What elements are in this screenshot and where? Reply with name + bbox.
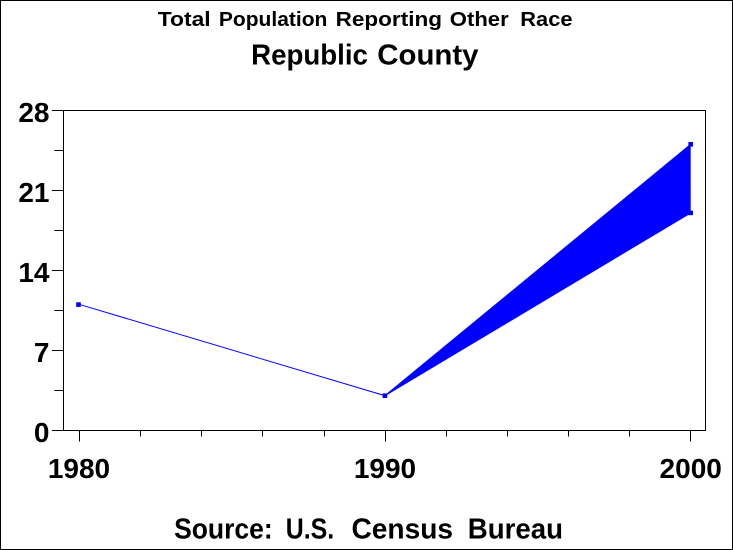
svg-text:7: 7 [34, 337, 50, 368]
svg-text:Other: Other [450, 8, 509, 31]
svg-text:0: 0 [34, 417, 50, 448]
svg-text:County: County [377, 40, 479, 72]
svg-text:Reporting: Reporting [336, 7, 442, 31]
svg-text:U.S.: U.S. [286, 513, 334, 545]
svg-text:Bureau: Bureau [468, 512, 563, 545]
svg-text:21: 21 [18, 177, 49, 208]
svg-text:Total: Total [158, 7, 211, 31]
svg-text:1980: 1980 [48, 453, 110, 484]
svg-text:Race: Race [520, 9, 572, 31]
svg-text:Source:: Source: [174, 512, 273, 544]
svg-text:2000: 2000 [660, 453, 722, 484]
svg-text:Republic: Republic [251, 38, 368, 71]
svg-text:28: 28 [18, 97, 49, 128]
svg-text:1990: 1990 [354, 453, 416, 484]
svg-text:Population: Population [219, 8, 327, 31]
svg-text:14: 14 [18, 257, 50, 288]
svg-text:Census: Census [352, 513, 453, 545]
